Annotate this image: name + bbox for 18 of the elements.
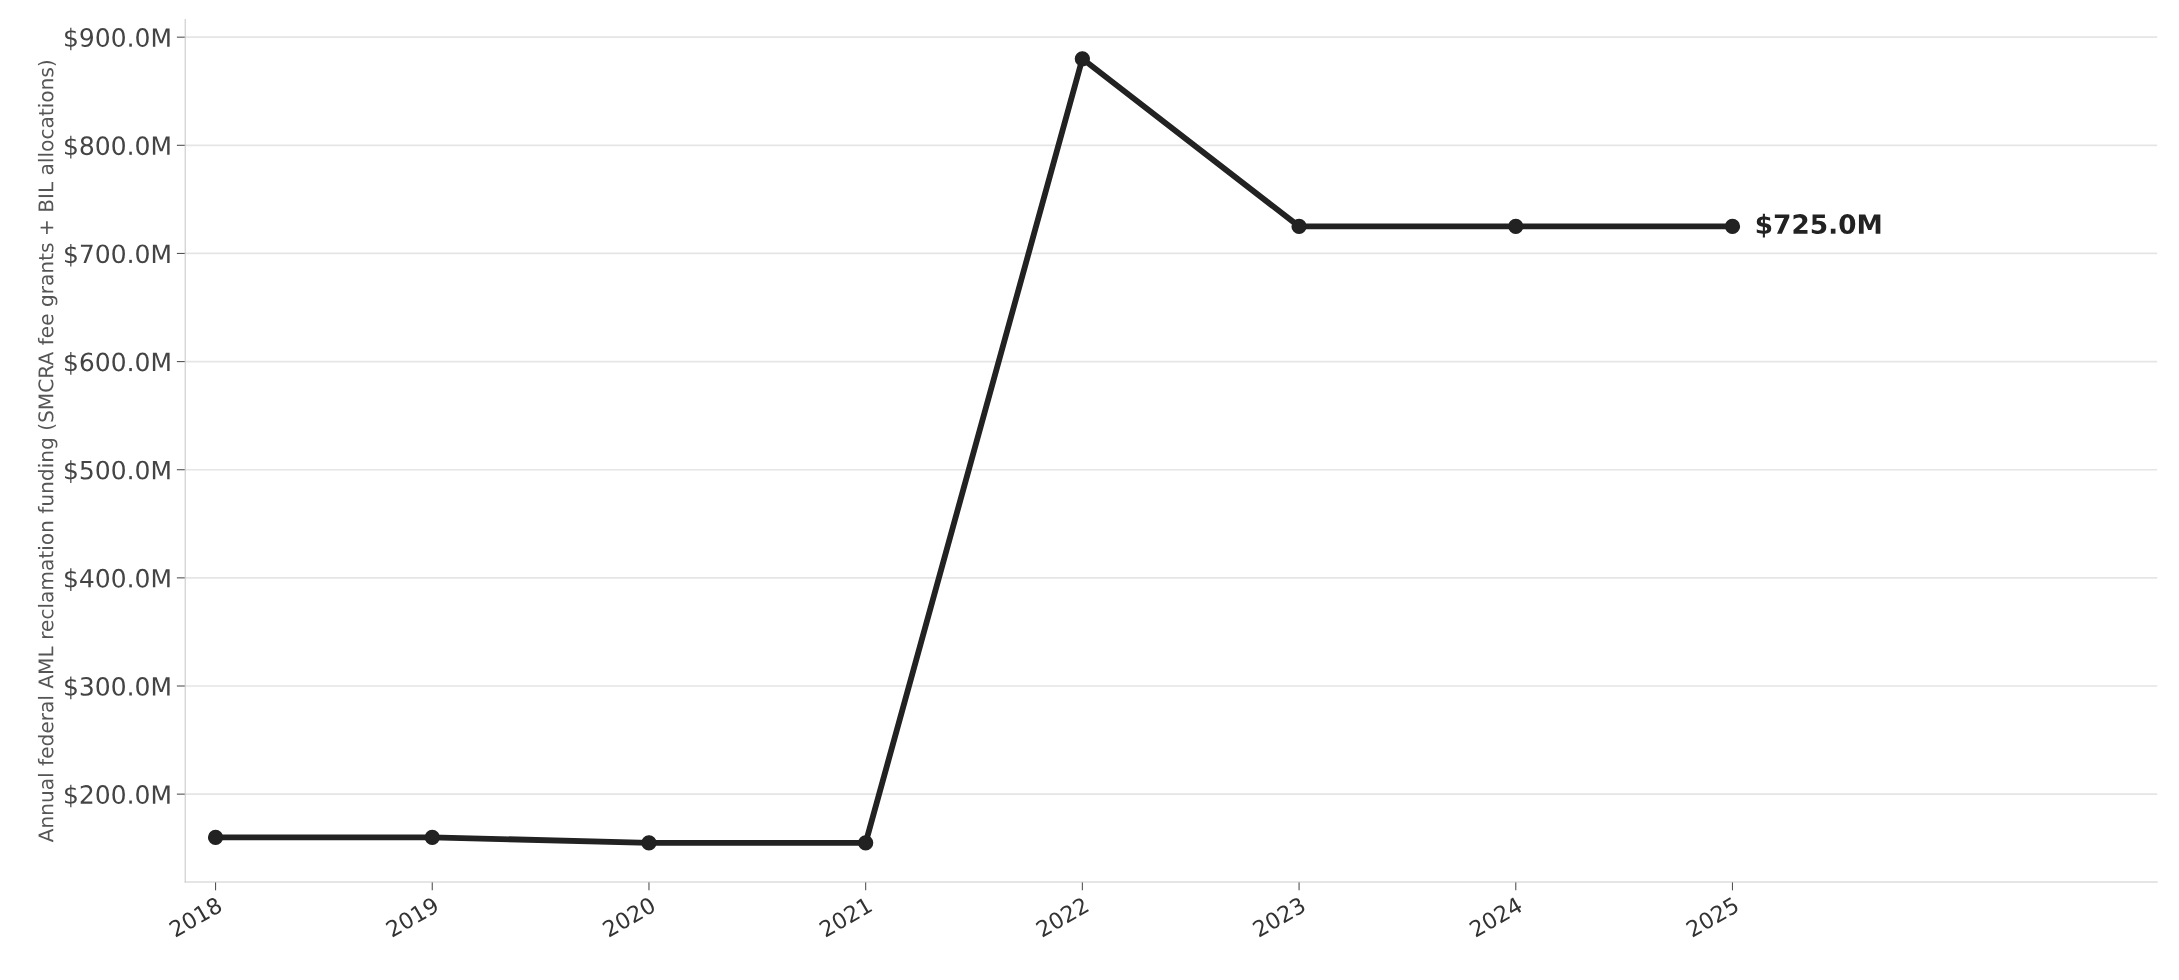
- y-tick-label: $500.0M: [65, 460, 170, 483]
- y-axis-title: Annual federal AML reclamation funding (SMCRA fee grants + BIL allocations): [37, 60, 58, 843]
- point: [207, 829, 224, 846]
- point: [1291, 218, 1307, 235]
- point: [641, 835, 657, 851]
- point: [858, 835, 874, 851]
- point: [1508, 218, 1524, 235]
- y-tick-label: $700.0M: [65, 243, 170, 267]
- point: [1074, 51, 1091, 67]
- y-tick-label: $400.0M: [65, 568, 170, 592]
- y-tick-label: $200.0M: [65, 784, 170, 808]
- point: [424, 829, 440, 846]
- y-tick-label: $300.0M: [65, 676, 170, 700]
- annotation: $725.0M: [1756, 213, 1881, 238]
- y-tick-label: $800.0M: [65, 135, 170, 159]
- y-tick-label: $600.0M: [65, 352, 170, 375]
- point: [1724, 218, 1741, 235]
- y-tick-label: $900.0M: [65, 27, 170, 51]
